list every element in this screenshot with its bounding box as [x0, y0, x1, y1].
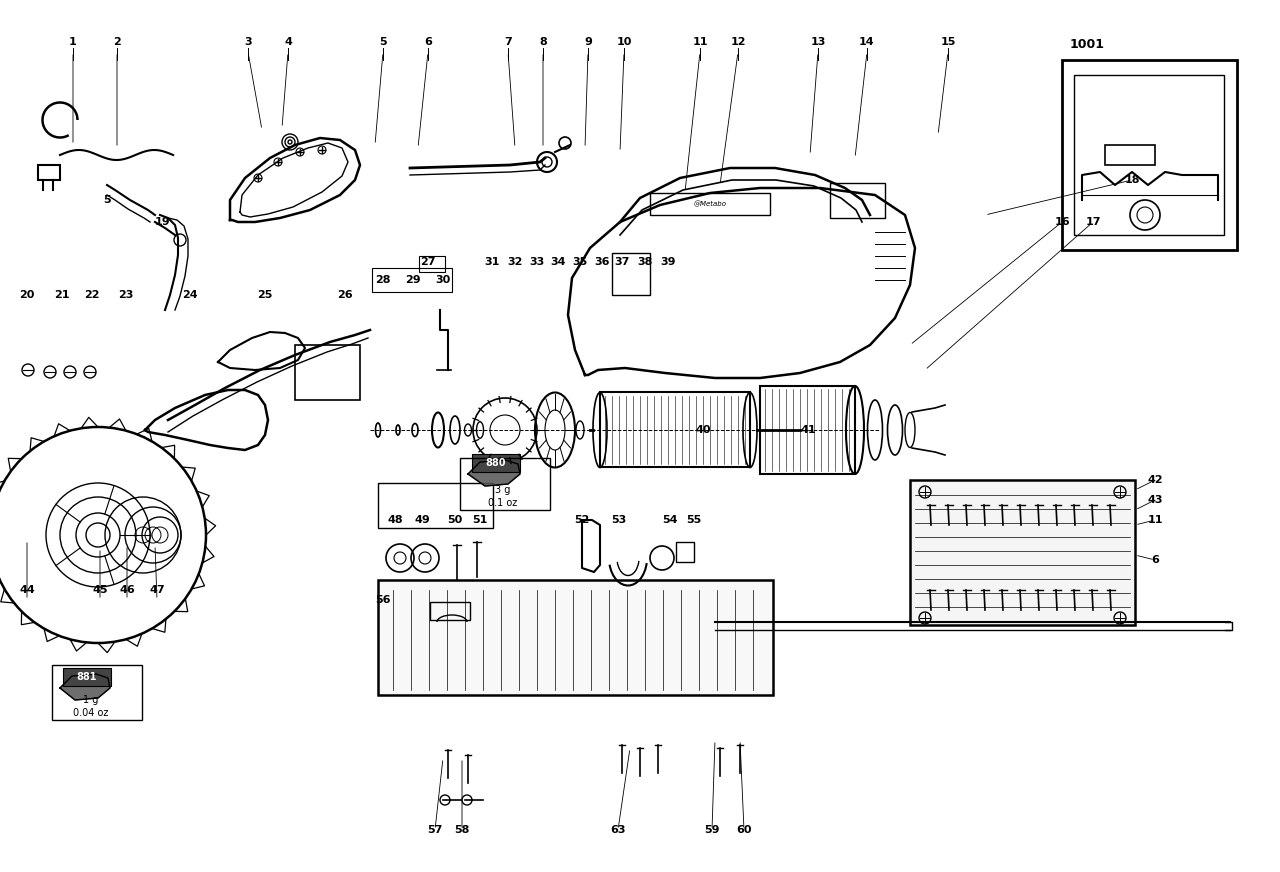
Text: 6: 6	[1151, 555, 1158, 565]
Text: 20: 20	[19, 290, 35, 300]
Bar	[378, 483, 493, 528]
Text: 39: 39	[660, 257, 676, 267]
Bar	[1074, 75, 1224, 235]
Text: 30: 30	[435, 275, 451, 285]
Bar	[472, 454, 520, 472]
Text: 21: 21	[54, 290, 69, 300]
Text: 42: 42	[1147, 475, 1162, 485]
Bar	[829, 183, 884, 218]
Text: 25: 25	[257, 290, 273, 300]
Text: 38: 38	[637, 257, 653, 267]
Text: 8: 8	[539, 37, 547, 47]
Text: 34: 34	[550, 257, 566, 267]
Polygon shape	[60, 674, 110, 700]
Text: 29: 29	[406, 275, 421, 285]
Text: 57: 57	[428, 825, 443, 835]
Text: 50: 50	[448, 515, 462, 525]
Bar	[1105, 145, 1155, 165]
Text: 1001: 1001	[1070, 38, 1105, 51]
Text: 49: 49	[415, 515, 430, 525]
Text: @Metabo: @Metabo	[694, 201, 727, 208]
Bar	[460, 458, 550, 510]
Bar	[430, 602, 470, 620]
Bar	[419, 256, 445, 272]
Text: 46: 46	[119, 585, 134, 595]
Text: 51: 51	[472, 515, 488, 525]
Text: 37: 37	[614, 257, 630, 267]
Text: 0.1 oz: 0.1 oz	[489, 498, 517, 508]
Bar	[612, 253, 650, 295]
Text: 880: 880	[485, 458, 507, 468]
Text: 1 g: 1 g	[83, 695, 99, 705]
Text: 35: 35	[572, 257, 588, 267]
Text: 52: 52	[575, 515, 590, 525]
Bar	[38, 165, 60, 180]
Text: 40: 40	[695, 425, 710, 435]
Text: 9: 9	[584, 37, 591, 47]
Bar	[910, 480, 1135, 625]
Text: 3 g: 3 g	[495, 485, 511, 495]
Text: 3: 3	[244, 37, 252, 47]
Text: 22: 22	[84, 290, 100, 300]
Text: 15: 15	[941, 37, 956, 47]
Text: 48: 48	[387, 515, 403, 525]
Text: 24: 24	[182, 290, 198, 300]
Polygon shape	[468, 460, 520, 486]
Text: 45: 45	[92, 585, 108, 595]
Text: 56: 56	[375, 595, 390, 605]
Text: 26: 26	[337, 290, 353, 300]
Text: 0.04 oz: 0.04 oz	[73, 708, 109, 718]
Text: 5: 5	[104, 195, 111, 205]
Text: 41: 41	[800, 425, 815, 435]
Text: 11: 11	[692, 37, 708, 47]
Text: 7: 7	[504, 37, 512, 47]
Text: 18: 18	[1124, 175, 1139, 185]
Text: 10: 10	[616, 37, 632, 47]
Text: 58: 58	[454, 825, 470, 835]
Text: 23: 23	[118, 290, 133, 300]
Text: 32: 32	[507, 257, 522, 267]
Text: 47: 47	[150, 585, 165, 595]
Bar	[760, 386, 855, 474]
Text: 59: 59	[704, 825, 719, 835]
Text: 12: 12	[731, 37, 746, 47]
Text: 13: 13	[810, 37, 826, 47]
Text: 36: 36	[594, 257, 609, 267]
Text: 28: 28	[375, 275, 390, 285]
Bar	[378, 580, 773, 695]
Bar	[676, 542, 694, 562]
Text: 19: 19	[154, 217, 170, 227]
Text: 11: 11	[1147, 515, 1162, 525]
Text: 54: 54	[662, 515, 677, 525]
Text: 17: 17	[1085, 217, 1101, 227]
Text: 33: 33	[530, 257, 544, 267]
Text: 44: 44	[19, 585, 35, 595]
Text: 2: 2	[113, 37, 120, 47]
Bar	[650, 193, 771, 215]
Text: 27: 27	[420, 257, 435, 267]
Text: 55: 55	[686, 515, 701, 525]
Text: 31: 31	[484, 257, 499, 267]
Text: 14: 14	[859, 37, 874, 47]
Text: 881: 881	[77, 672, 97, 682]
Text: 6: 6	[424, 37, 431, 47]
Bar	[372, 268, 452, 292]
Text: 53: 53	[612, 515, 627, 525]
Bar	[600, 392, 750, 467]
Bar	[52, 665, 142, 720]
Bar	[294, 345, 360, 400]
Text: 63: 63	[611, 825, 626, 835]
Text: 4: 4	[284, 37, 292, 47]
Text: 60: 60	[736, 825, 751, 835]
Text: 16: 16	[1055, 217, 1070, 227]
Text: 5: 5	[379, 37, 387, 47]
Bar	[63, 668, 111, 686]
Text: 1: 1	[69, 37, 77, 47]
Bar	[1062, 60, 1236, 250]
Text: 43: 43	[1147, 495, 1162, 505]
